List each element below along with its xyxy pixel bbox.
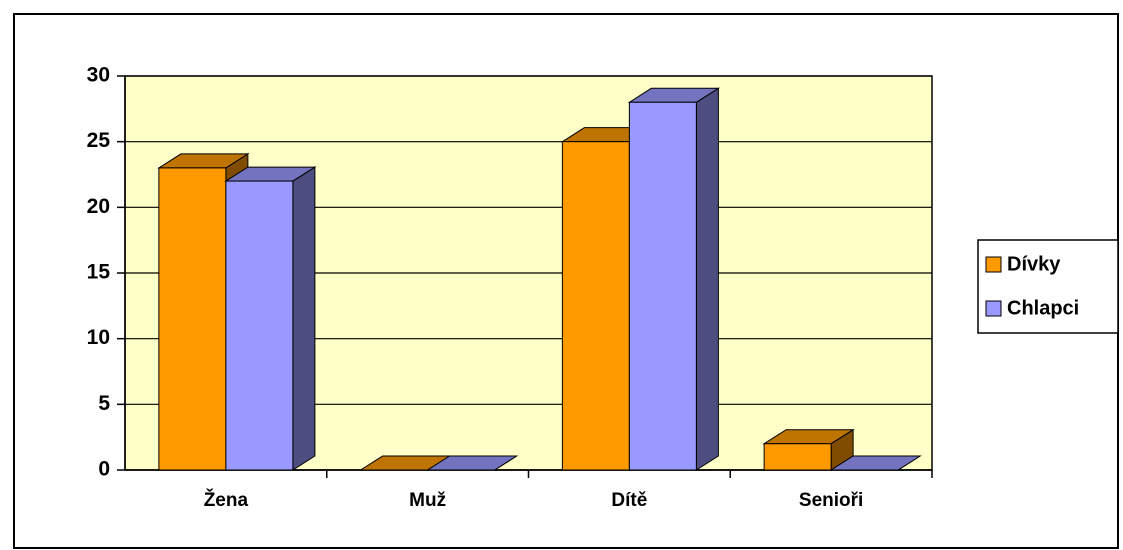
- y-tick-label: 10: [87, 326, 110, 349]
- bar: [158, 167, 227, 471]
- bar: [628, 101, 697, 471]
- x-tick-label: Muž: [409, 490, 446, 511]
- legend-box: [977, 239, 1119, 334]
- bar-top: [425, 455, 519, 471]
- y-tick-label: 5: [98, 392, 110, 415]
- bar-side: [292, 166, 316, 471]
- y-tick-label: 15: [87, 261, 111, 284]
- bar-top: [829, 455, 922, 471]
- legend-label: Dívky: [1007, 253, 1061, 275]
- bar: [763, 443, 832, 471]
- bar-side: [695, 87, 719, 471]
- y-tick-label: 25: [87, 129, 111, 152]
- y-tick-label: 30: [87, 64, 110, 87]
- legend-label: Chlapci: [1007, 297, 1079, 319]
- x-tick-label: Senioři: [799, 490, 863, 511]
- legend-swatch: [985, 256, 1002, 273]
- legend-swatch: [985, 300, 1002, 317]
- y-tick-label: 20: [87, 195, 110, 218]
- bar: [225, 180, 294, 471]
- x-tick-label: Žena: [204, 489, 249, 511]
- x-tick-label: Dítě: [611, 490, 647, 511]
- bar: [561, 141, 630, 471]
- y-tick-label: 0: [98, 458, 110, 481]
